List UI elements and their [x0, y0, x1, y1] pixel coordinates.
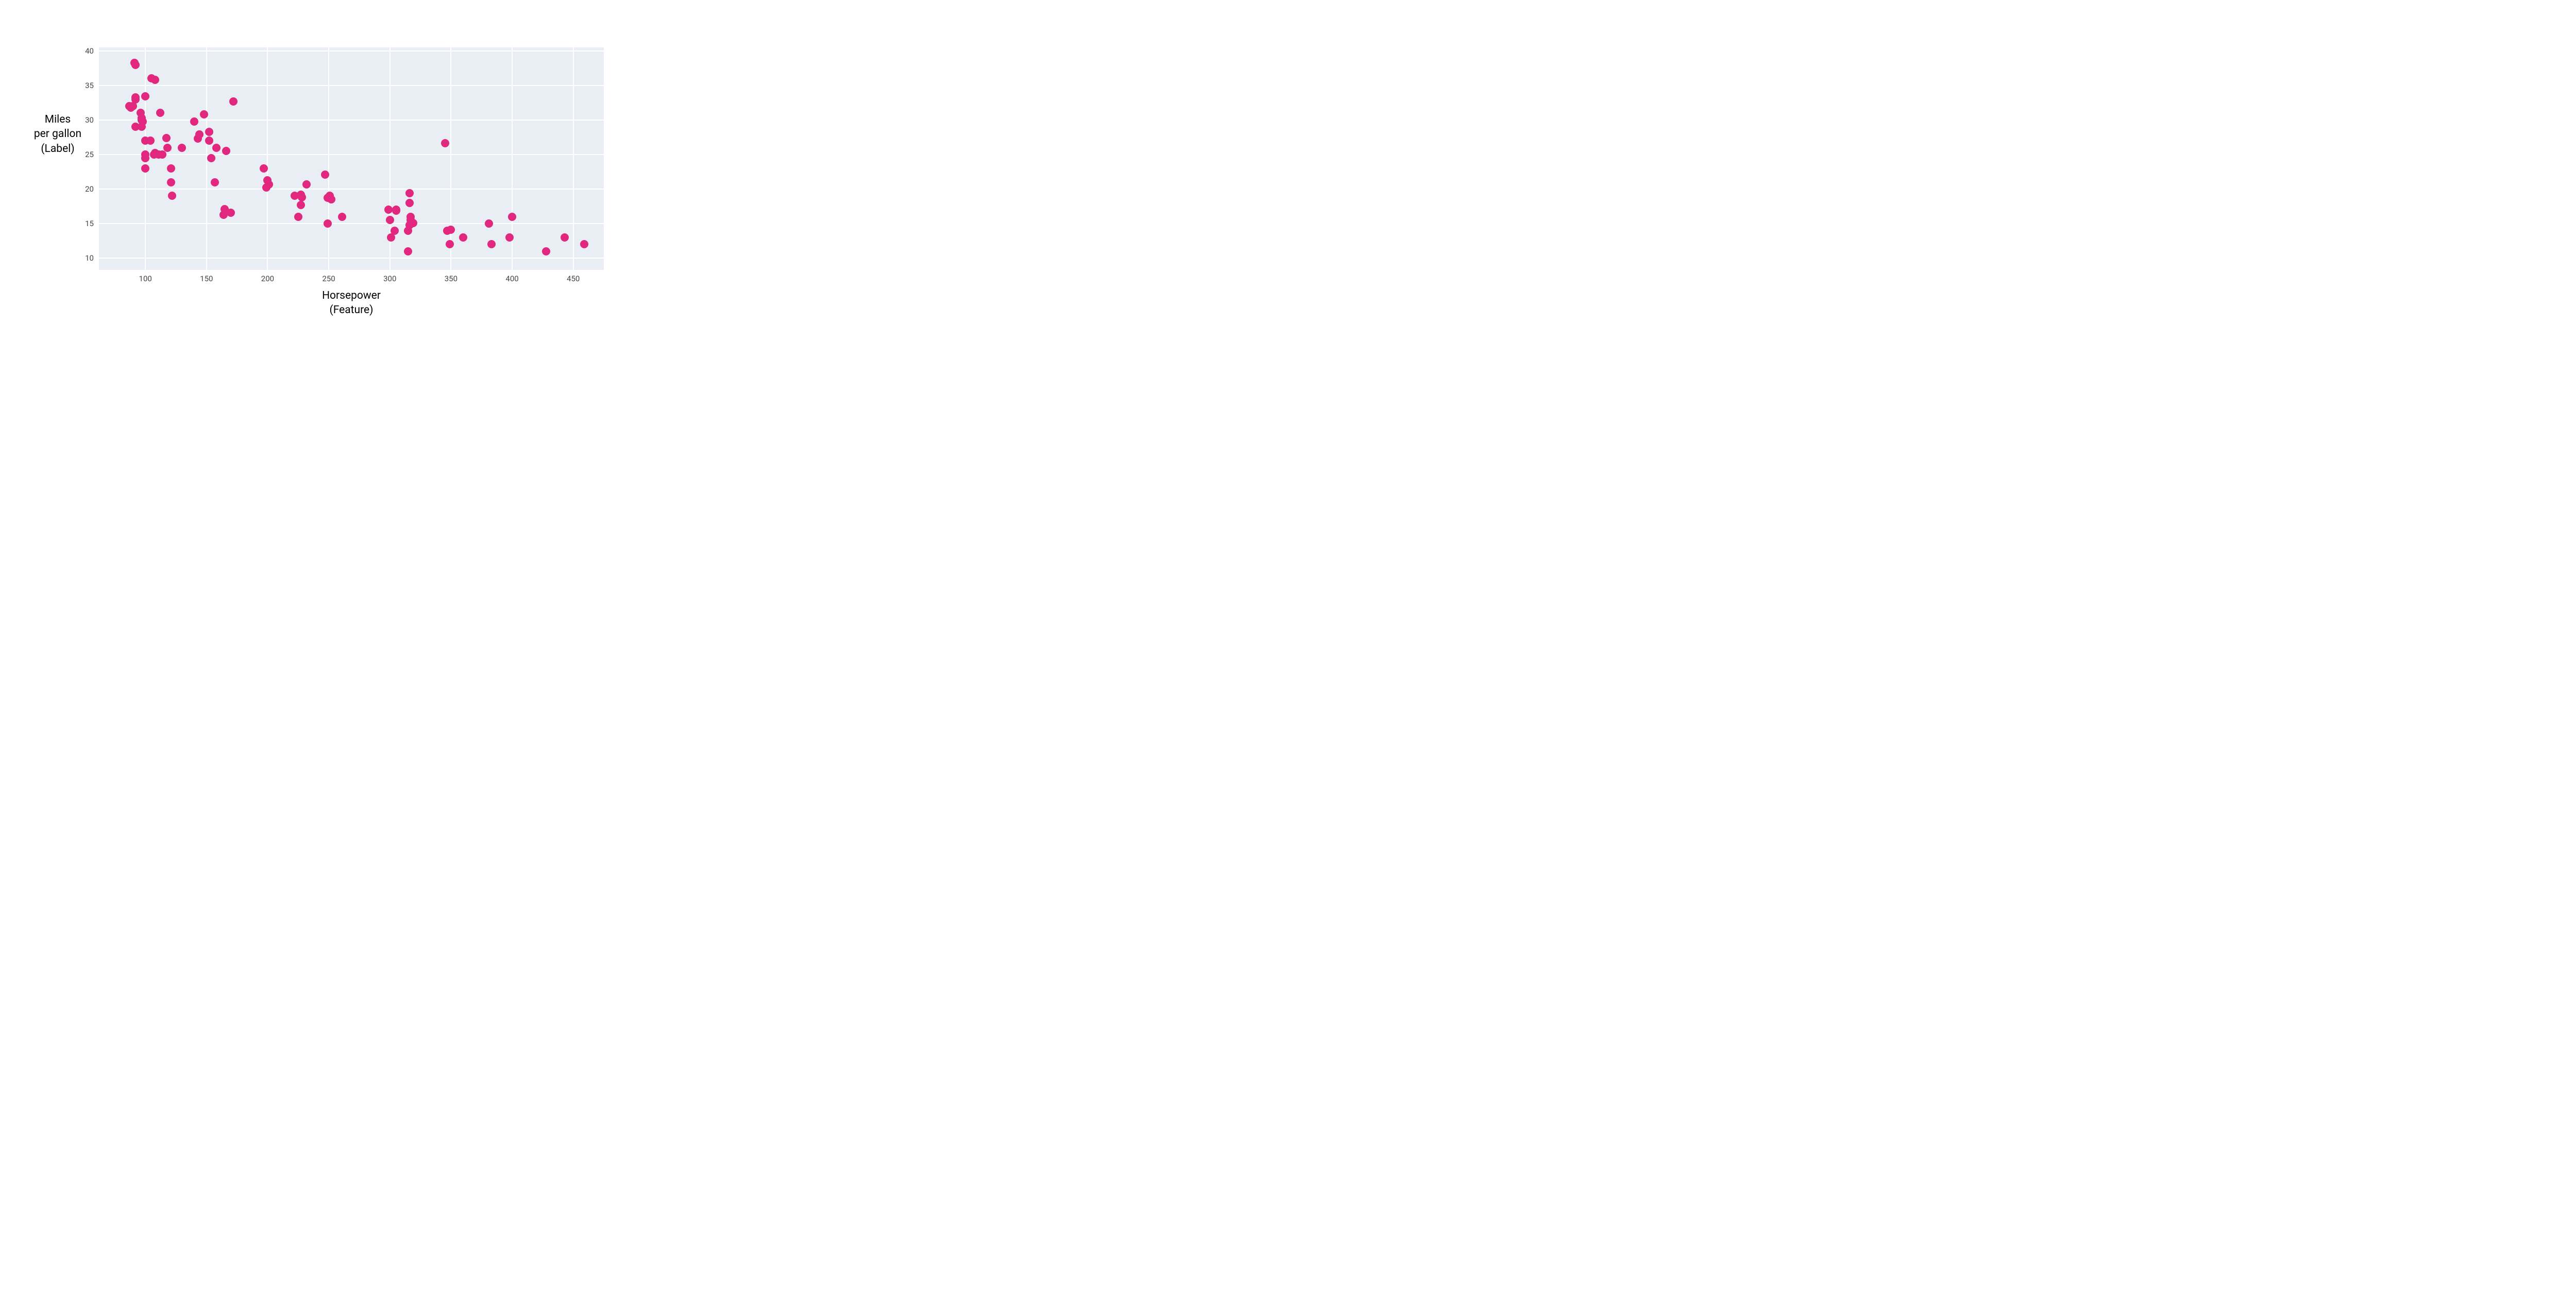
scatter-point: [141, 150, 149, 159]
x-tick-label: 350: [445, 274, 457, 283]
scatter-point: [505, 233, 514, 242]
x-tick-label: 150: [200, 274, 213, 283]
scatter-point: [327, 195, 335, 203]
x-tick-label: 450: [567, 274, 580, 283]
y-tick-label: 30: [85, 115, 94, 125]
scatter-point: [151, 76, 159, 84]
scatter-point: [405, 199, 414, 207]
grid-line-horizontal: [99, 154, 604, 155]
scatter-point: [260, 164, 268, 173]
x-axis-title-line1: Horsepower: [274, 288, 429, 303]
scatter-point: [141, 164, 149, 173]
scatter-point: [459, 233, 467, 242]
scatter-point: [200, 110, 208, 118]
scatter-point: [391, 227, 399, 235]
y-axis-title: Miles per gallon (Label): [22, 112, 94, 156]
scatter-point: [561, 233, 569, 242]
scatter-point: [162, 134, 171, 142]
y-tick-label: 15: [85, 219, 94, 228]
scatter-point: [190, 117, 198, 126]
scatter-point: [321, 170, 329, 179]
scatter-point: [163, 144, 172, 152]
grid-line-horizontal: [99, 50, 604, 52]
y-axis-title-line3: (Label): [22, 142, 94, 156]
scatter-point: [446, 240, 454, 248]
scatter-point: [297, 201, 305, 209]
scatter-point: [409, 219, 417, 227]
scatter-point: [227, 209, 235, 217]
x-tick-label: 400: [505, 274, 518, 283]
grid-line-horizontal: [99, 119, 604, 121]
scatter-point: [146, 136, 155, 145]
x-tick-label: 200: [261, 274, 274, 283]
scatter-point: [207, 154, 215, 162]
scatter-point: [212, 144, 221, 152]
y-tick-label: 35: [85, 81, 94, 90]
scatter-point: [156, 109, 164, 117]
scatter-point: [167, 164, 175, 173]
plot-background: [99, 47, 604, 270]
scatter-point: [404, 247, 412, 255]
scatter-point: [324, 219, 332, 228]
scatter-point: [178, 144, 186, 152]
scatter-point: [205, 136, 213, 145]
x-axis-title-line2: (Feature): [274, 303, 429, 317]
scatter-point: [167, 178, 175, 186]
scatter-point: [131, 61, 140, 69]
scatter-point: [508, 213, 516, 221]
scatter-point: [485, 219, 493, 228]
scatter-point: [386, 216, 394, 224]
scatter-point: [487, 240, 496, 248]
grid-line-horizontal: [99, 85, 604, 86]
scatter-point: [447, 226, 455, 234]
grid-line-vertical: [450, 47, 451, 270]
scatter-point: [265, 180, 273, 189]
scatter-point: [542, 247, 550, 255]
scatter-point: [302, 180, 311, 189]
scatter-point: [158, 150, 166, 159]
y-tick-label: 40: [85, 46, 94, 56]
x-tick-label: 250: [322, 274, 335, 283]
grid-line-horizontal: [99, 258, 604, 259]
scatter-point: [211, 178, 219, 186]
plot-area: 10015020025030035040045010152025303540: [99, 47, 604, 270]
y-axis-title-line1: Miles: [22, 112, 94, 127]
grid-line-vertical: [573, 47, 574, 270]
scatter-point: [298, 193, 306, 201]
y-tick-label: 25: [85, 150, 94, 159]
grid-line-horizontal: [99, 189, 604, 190]
scatter-point: [338, 213, 346, 221]
grid-line-vertical: [328, 47, 329, 270]
x-tick-label: 100: [139, 274, 152, 283]
scatter-point: [229, 97, 238, 106]
scatter-point: [141, 92, 149, 100]
scatter-point: [441, 139, 449, 147]
scatter-point: [580, 240, 588, 248]
scatter-point: [222, 147, 230, 155]
x-axis-title: Horsepower (Feature): [274, 288, 429, 318]
scatter-point: [131, 93, 140, 101]
scatter-point: [294, 213, 302, 221]
scatter-point: [195, 130, 204, 139]
figure-container: Miles per gallon (Label) 100150200250300…: [0, 0, 788, 377]
scatter-point: [139, 117, 147, 126]
grid-line-vertical: [267, 47, 268, 270]
scatter-point: [392, 207, 400, 215]
y-tick-label: 10: [85, 253, 94, 263]
scatter-point: [405, 189, 414, 197]
scatter-point: [205, 128, 213, 136]
grid-line-horizontal: [99, 223, 604, 224]
y-tick-label: 20: [85, 184, 94, 194]
y-axis-title-line2: per gallon: [22, 127, 94, 141]
scatter-point: [168, 192, 176, 200]
x-tick-label: 300: [383, 274, 396, 283]
